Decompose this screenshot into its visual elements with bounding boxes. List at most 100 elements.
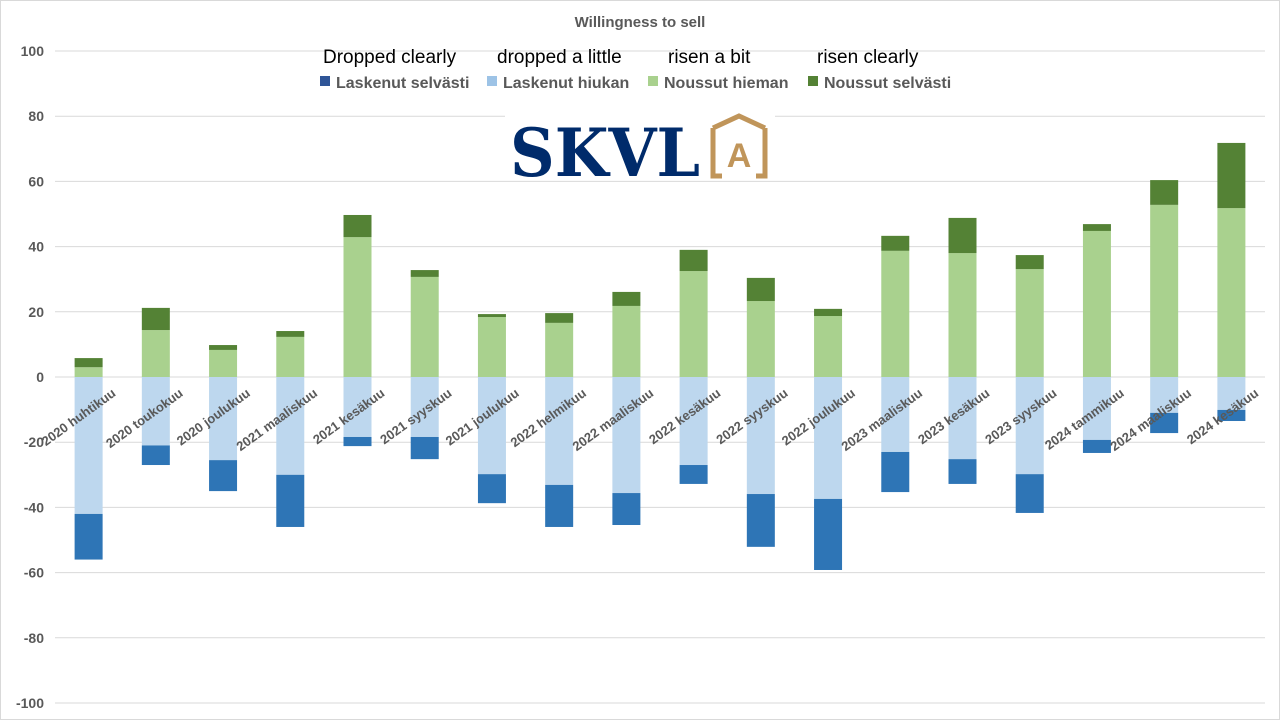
- bar-laskenut-hiukan: [746, 377, 775, 495]
- bar-laskenut-selvästi: [545, 484, 574, 527]
- bar-noussut-selvästi: [679, 249, 708, 272]
- bar-noussut-hieman: [814, 316, 843, 377]
- bar-noussut-hieman: [746, 301, 775, 377]
- bar-noussut-hieman: [881, 250, 910, 377]
- bar-noussut-selvästi: [948, 217, 977, 254]
- bar-laskenut-selvästi: [814, 498, 843, 570]
- legend: Laskenut selvästi Laskenut hiukan Noussut …: [320, 75, 951, 92]
- bar-noussut-selvästi: [746, 277, 775, 302]
- bar-noussut-selvästi: [74, 358, 103, 368]
- bar-noussut-hieman: [612, 305, 641, 377]
- bar-noussut-selvästi: [612, 291, 641, 306]
- bar-laskenut-hiukan: [477, 377, 506, 475]
- bar-laskenut-hiukan: [209, 377, 238, 461]
- bar-laskenut-hiukan: [612, 377, 641, 494]
- bar-laskenut-selvästi: [1082, 439, 1111, 453]
- y-tick-label: -100: [16, 695, 44, 711]
- bar-laskenut-selvästi: [948, 459, 977, 484]
- bar-noussut-selvästi: [1082, 224, 1111, 231]
- annotation-risen-a-bit: risen a bit: [668, 47, 751, 68]
- bar-noussut-hieman: [141, 330, 170, 377]
- bar-noussut-hieman: [948, 253, 977, 377]
- bar-noussut-hieman: [276, 336, 305, 377]
- legend-label: Noussut selvästi: [824, 75, 951, 92]
- bar-laskenut-selvästi: [1150, 412, 1179, 434]
- bar-noussut-selvästi: [814, 308, 843, 317]
- y-tick-label: -80: [24, 630, 44, 646]
- bar-noussut-hieman: [679, 271, 708, 377]
- bar-noussut-hieman: [1217, 208, 1246, 377]
- legend-label: Laskenut hiukan: [503, 75, 629, 92]
- bar-noussut-selvästi: [545, 313, 574, 323]
- legend-swatch: [808, 76, 818, 86]
- legend-swatch: [487, 76, 497, 86]
- bar-noussut-selvästi: [343, 214, 372, 238]
- gridlines: [55, 50, 1265, 704]
- bar-laskenut-selvästi: [679, 465, 708, 484]
- y-tick-label: 100: [21, 43, 45, 59]
- bar-noussut-hieman: [343, 237, 372, 377]
- bar-laskenut-selvästi: [1015, 474, 1044, 513]
- legend-swatch: [648, 76, 658, 86]
- bar-noussut-selvästi: [410, 270, 439, 277]
- y-tick-label: -60: [24, 565, 44, 581]
- bar-laskenut-hiukan: [948, 377, 977, 460]
- y-tick-label: 60: [28, 173, 44, 189]
- svg-text:SKVL: SKVL: [510, 114, 700, 192]
- annotation-risen-clearly: risen clearly: [817, 47, 919, 68]
- legend-label: Laskenut selvästi: [336, 75, 469, 92]
- skvl-logo: SKVL A: [505, 112, 775, 192]
- bar-noussut-selvästi: [1015, 255, 1044, 270]
- bar-laskenut-hiukan: [679, 377, 708, 466]
- bar-laskenut-selvästi: [74, 513, 103, 560]
- svg-text:A: A: [727, 137, 752, 175]
- bar-laskenut-selvästi: [410, 436, 439, 460]
- y-tick-label: 80: [28, 108, 44, 124]
- y-tick-label: -20: [24, 434, 44, 450]
- legend-swatch: [320, 76, 330, 86]
- y-axis: 100 80 60 40 20 0 -20 -40 -60 -80 -100: [16, 43, 44, 711]
- chart-title: Willingness to sell: [575, 14, 706, 31]
- bar-noussut-selvästi: [1217, 142, 1246, 209]
- bar-laskenut-hiukan: [1150, 377, 1179, 413]
- bar-laskenut-selvästi: [612, 493, 641, 526]
- bar-noussut-hieman: [1150, 204, 1179, 377]
- bar-noussut-selvästi: [209, 345, 238, 350]
- bar-noussut-hieman: [74, 367, 103, 377]
- bar-laskenut-hiukan: [141, 377, 170, 446]
- bar-laskenut-hiukan: [74, 377, 103, 514]
- bar-laskenut-selvästi: [343, 436, 372, 447]
- bar-laskenut-selvästi: [209, 460, 238, 492]
- bars: [74, 142, 1246, 570]
- bar-laskenut-selvästi: [1217, 409, 1246, 422]
- bar-laskenut-hiukan: [410, 377, 439, 437]
- bar-laskenut-hiukan: [1082, 377, 1111, 440]
- bar-laskenut-hiukan: [276, 377, 305, 475]
- bar-noussut-selvästi: [1150, 180, 1179, 205]
- bar-noussut-hieman: [209, 349, 238, 377]
- bar-laskenut-hiukan: [545, 377, 574, 485]
- bar-laskenut-selvästi: [276, 474, 305, 527]
- bar-laskenut-selvästi: [477, 474, 506, 504]
- y-tick-label: -40: [24, 499, 44, 515]
- bar-laskenut-hiukan: [1217, 377, 1246, 410]
- annotation-dropped-a-little: dropped a little: [497, 47, 622, 68]
- bar-laskenut-hiukan: [1015, 377, 1044, 475]
- bar-laskenut-selvästi: [141, 445, 170, 466]
- bar-laskenut-selvästi: [746, 494, 775, 547]
- y-tick-label: 40: [28, 239, 44, 255]
- bar-noussut-selvästi: [141, 307, 170, 331]
- y-tick-label: 20: [28, 304, 44, 320]
- y-tick-label: 0: [36, 369, 44, 385]
- bar-noussut-hieman: [545, 322, 574, 377]
- bar-laskenut-hiukan: [343, 377, 372, 437]
- bar-noussut-selvästi: [276, 331, 305, 337]
- bar-noussut-hieman: [1015, 269, 1044, 377]
- bar-noussut-hieman: [1082, 230, 1111, 377]
- bar-laskenut-selvästi: [881, 451, 910, 493]
- bar-noussut-hieman: [477, 317, 506, 377]
- bar-noussut-selvästi: [881, 235, 910, 251]
- bar-laskenut-hiukan: [814, 377, 843, 499]
- bar-laskenut-hiukan: [881, 377, 910, 452]
